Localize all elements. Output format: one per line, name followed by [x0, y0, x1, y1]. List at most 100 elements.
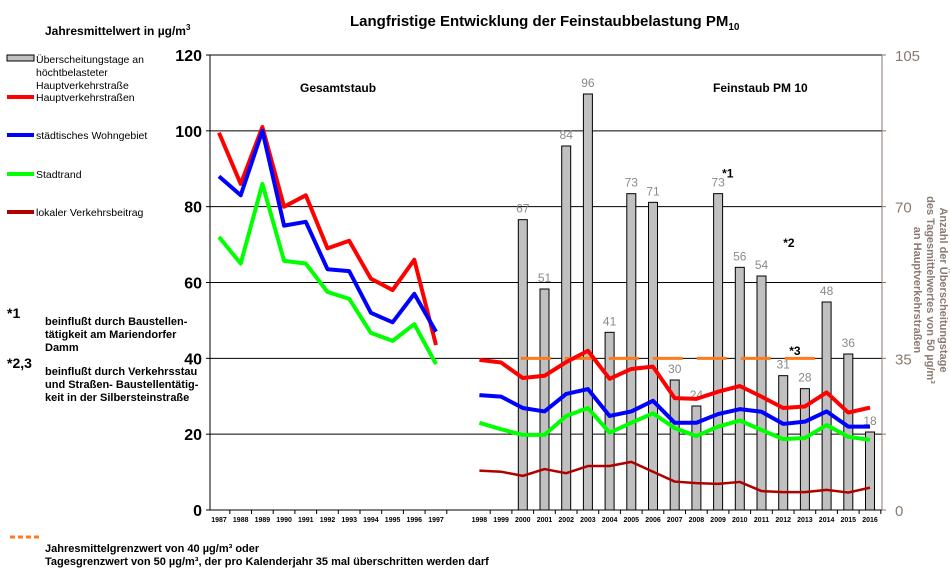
x-tick-label: 2000	[515, 517, 531, 524]
x-tick-label: 2005	[624, 517, 640, 524]
bar-label: 36	[842, 336, 856, 350]
x-tick-label: 1999	[493, 517, 509, 524]
note-text: tätigkeit am Mariendorfer	[45, 329, 177, 341]
footer-legend-text: Tagesgrenzwert von 50 µg/m³, der pro Kal…	[45, 556, 489, 568]
y2-axis-title: Anzahl der Überscheitungstage	[937, 207, 950, 372]
bar	[691, 405, 702, 511]
x-tick-label: 1995	[385, 517, 401, 524]
series-line	[217, 125, 438, 346]
x-tick-label: 2016	[862, 517, 878, 524]
footer-legend-text: Jahresmittelgrenzwert von 40 µg/m³ oder	[45, 543, 260, 555]
y2-tick-label: 35	[895, 351, 912, 368]
x-tick-label: 2013	[797, 517, 813, 524]
y-tick-label: 0	[193, 503, 202, 520]
bar-label: 54	[755, 258, 769, 272]
section-label: Feinstaub PM 10	[713, 81, 808, 95]
x-tick-label: 2009	[710, 517, 726, 524]
x-tick-label: 2006	[645, 517, 661, 524]
series-line	[478, 406, 871, 442]
y-tick-label: 80	[184, 200, 202, 217]
bar-label: 71	[646, 184, 660, 198]
bar	[821, 301, 832, 511]
annotation: *3	[789, 344, 801, 358]
y-tick-label: 120	[175, 48, 202, 65]
bar-label: 73	[711, 176, 725, 190]
x-tick-label: 2008	[689, 517, 705, 524]
x-tick-label: 1993	[341, 517, 357, 524]
bar-label: 18	[863, 414, 877, 428]
y2-tick-label: 70	[895, 200, 912, 217]
bar	[648, 201, 658, 511]
y-tick-label: 100	[175, 124, 202, 141]
x-tick-label: 1998	[472, 517, 488, 524]
bar	[604, 331, 615, 511]
x-tick-label: 2015	[841, 517, 857, 524]
x-tick-label: 2004	[602, 517, 618, 524]
y2-axis-title: an Hauptverkehrstraßen	[911, 227, 923, 354]
note-text: beinflußt durch Verkehrsstau	[45, 366, 197, 378]
chart-title: Langfristige Entwicklung der Feinstaubbe…	[350, 13, 740, 33]
bar-label: 51	[538, 271, 552, 285]
bar	[517, 219, 528, 511]
y-tick-label: 40	[184, 351, 202, 368]
y2-axis-title: des Tagesmittelwertes von 50 µg/m³	[924, 196, 936, 384]
bar	[843, 353, 854, 511]
x-tick-label: 1992	[320, 517, 336, 524]
annotation: *1	[722, 167, 734, 181]
legend-label: Hauptverkehrstraßen	[36, 92, 135, 104]
x-tick-label: 1991	[298, 517, 314, 524]
note-text: beinflußt durch Baustellen-	[45, 316, 188, 328]
x-tick-label: 2003	[580, 517, 596, 524]
series-line	[479, 387, 870, 429]
x-tick-label: 2002	[558, 517, 574, 524]
bar	[799, 388, 810, 511]
series-line	[479, 348, 871, 415]
y2-tick-label: 105	[895, 48, 920, 65]
legend-label: höchtbelasteter	[36, 67, 108, 79]
bar-label: 56	[733, 249, 747, 263]
legend-label: Stadtrand	[36, 169, 82, 181]
x-tick-label: 1994	[363, 517, 379, 524]
bar-label: 96	[581, 76, 595, 90]
note-text: keit in der Silbersteinstraße	[45, 392, 189, 404]
legend-label: Überscheitungstage an	[36, 54, 144, 66]
series-line	[217, 128, 438, 333]
x-tick-label: 1997	[428, 517, 444, 524]
x-tick-label: 1990	[276, 517, 292, 524]
series-line	[479, 460, 871, 494]
y-tick-label: 20	[184, 427, 202, 444]
y-tick-label: 60	[184, 276, 202, 293]
bar-label: 84	[560, 128, 574, 142]
annotation: *2	[783, 236, 795, 250]
bar	[778, 375, 789, 511]
x-tick-label: 2011	[754, 517, 769, 524]
x-tick-label: 2001	[537, 517, 553, 524]
section-label: Gesamtstaub	[300, 81, 376, 95]
legend-label: Hauptverkehrstraße	[36, 80, 129, 92]
bar-label: 48	[820, 284, 834, 298]
bar	[582, 93, 593, 511]
bar	[626, 193, 637, 511]
legend-label: städtisches Wohngebiet	[36, 130, 147, 142]
x-tick-label: 2014	[819, 517, 835, 524]
bar-label: 41	[603, 314, 617, 328]
bar-label: 73	[625, 176, 639, 190]
bar-label: 28	[798, 371, 812, 385]
note-mark: *1	[7, 305, 20, 321]
legend-swatch-bars	[6, 54, 35, 62]
y2-tick-label: 0	[895, 503, 903, 520]
bar	[539, 288, 550, 511]
x-tick-label: 1987	[211, 517, 227, 524]
x-tick-label: 1989	[255, 517, 271, 524]
note-mark: *2,3	[7, 355, 32, 371]
note-text: Damm	[45, 342, 79, 354]
x-tick-label: 2012	[775, 517, 791, 524]
bar	[713, 193, 724, 511]
bar-label: 30	[668, 362, 682, 376]
x-tick-label: 1996	[407, 517, 423, 524]
bar-label: 67	[516, 202, 530, 216]
bar	[865, 431, 875, 511]
series-line	[217, 181, 438, 365]
